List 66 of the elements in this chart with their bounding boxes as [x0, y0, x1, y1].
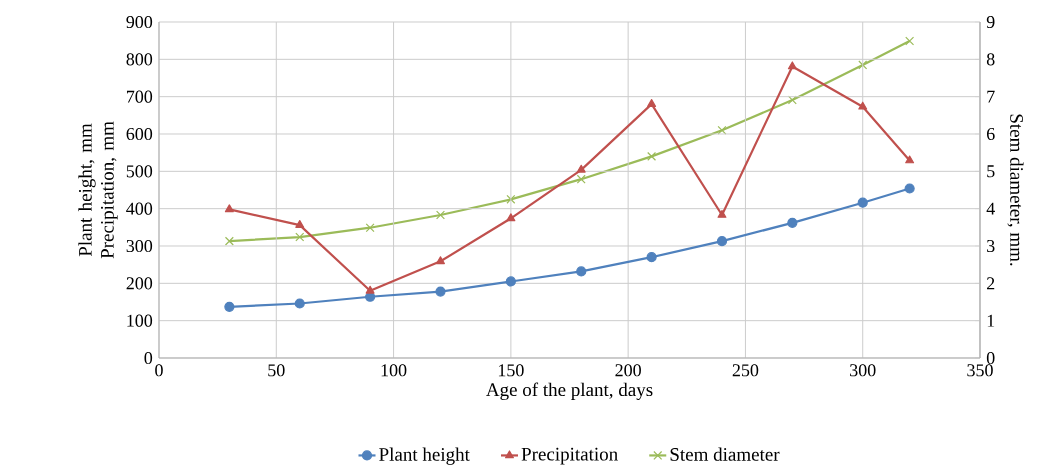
point	[717, 125, 727, 135]
y-tick-label: 500	[126, 165, 153, 178]
point	[905, 36, 915, 46]
y-tick-label: 300	[126, 239, 153, 253]
point	[787, 61, 797, 70]
y-tick-label: 800	[126, 53, 153, 66]
point	[224, 204, 234, 213]
x-axis-title: Age of the plant, days	[486, 382, 653, 401]
point	[647, 151, 657, 161]
y2-tick-label: 4	[986, 202, 995, 215]
x-tick-label: 300	[850, 364, 876, 377]
point	[576, 266, 587, 277]
x-tick-label: 150	[498, 364, 524, 377]
y2-tick-label: 1	[987, 314, 995, 327]
y-tick-label: 700	[126, 90, 153, 103]
y2-axis-title: Stem diameter, mm.	[1007, 114, 1024, 266]
legend-label: Stem diameter	[670, 447, 780, 461]
point	[904, 183, 915, 194]
y2-tick-label: 9	[986, 15, 995, 29]
x-tick-label: 250	[732, 364, 759, 377]
x-tick-label: 100	[381, 364, 407, 377]
x-tick-label: 350	[967, 364, 993, 377]
y-tick-label: 400	[126, 202, 153, 215]
point	[857, 197, 868, 208]
x-tick-label: 0	[155, 364, 163, 377]
y2-tick-label: 5	[987, 165, 995, 178]
point	[435, 286, 446, 297]
point	[905, 155, 915, 164]
x-tick-label: 50	[268, 364, 285, 377]
point	[295, 232, 305, 242]
y2-tick-label: 6	[986, 127, 995, 141]
point	[787, 95, 797, 105]
x-tick-label: 200	[615, 364, 641, 377]
point	[858, 101, 868, 110]
point	[716, 236, 728, 247]
point	[506, 213, 516, 222]
point	[436, 210, 445, 220]
point	[858, 60, 868, 70]
y-tick-label: 100	[127, 314, 153, 327]
point	[505, 276, 516, 287]
y-tick-label: 600	[126, 127, 153, 141]
legend-label: Precipitation	[521, 447, 618, 465]
point	[717, 209, 727, 218]
y-axis-title: Plant height, mm Precipitation, mm	[78, 121, 118, 259]
point	[647, 99, 657, 107]
point	[787, 217, 798, 228]
point	[365, 223, 375, 233]
y-tick-label: 200	[126, 277, 153, 290]
point	[224, 236, 234, 246]
point	[576, 174, 586, 184]
y2-tick-label: 8	[986, 53, 995, 66]
point	[506, 194, 516, 204]
point	[646, 252, 657, 263]
y2-tick-label: 0	[986, 351, 995, 365]
y2-tick-label: 7	[987, 90, 995, 103]
y-tick-label: 900	[126, 15, 153, 29]
y-tick-label: 0	[144, 351, 153, 365]
point	[294, 298, 305, 309]
y2-tick-label: 2	[987, 277, 995, 290]
point	[576, 164, 586, 173]
point	[435, 256, 445, 265]
point	[365, 285, 375, 294]
point	[295, 219, 305, 228]
legend-label: Plant height	[379, 447, 470, 465]
y2-tick-label: 3	[987, 239, 995, 253]
point	[224, 301, 235, 312]
